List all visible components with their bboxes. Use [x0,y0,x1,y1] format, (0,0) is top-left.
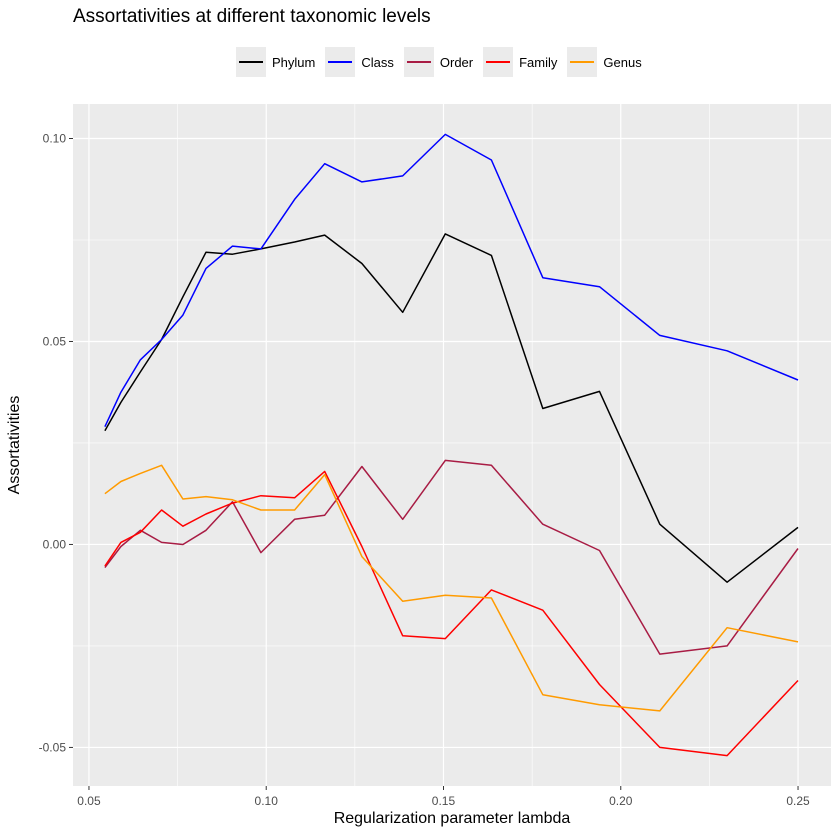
legend-key [483,47,514,77]
y-tick-label: 0.10 [43,132,67,146]
legend-label: Order [439,54,474,70]
legend-swatch [406,61,431,63]
x-tick-label: 0.15 [432,794,456,808]
legend: Phylum Class Order Family Genus [236,47,652,77]
x-tick-label: 0.20 [609,794,633,808]
x-tick-label: 0.10 [255,794,279,808]
legend-item-order: Order [403,47,479,77]
legend-swatch [239,61,263,63]
x-axis-title: Regularization parameter lambda [333,810,571,827]
series-line-order [104,459,799,655]
legend-label: Phylum [272,54,316,70]
legend-key [403,47,434,77]
legend-item-family: Family [483,47,563,77]
legend-item-genus: Genus [567,47,647,77]
chart-title: Assortativities at different taxonomic l… [73,6,431,27]
series-line-family [104,470,799,757]
plot-panel [73,104,831,786]
legend-label: Class [361,54,394,70]
legend-key [236,47,266,77]
legend-swatch [486,61,511,63]
x-tick-label: 0.05 [77,794,101,808]
x-tick-label: 0.25 [786,794,810,808]
legend-item-class: Class [325,47,400,77]
legend-item-phylum: Phylum [236,47,321,77]
legend-swatch [328,61,353,63]
y-tick-label: -0.05 [39,740,67,754]
legend-swatch [570,61,595,63]
legend-key [325,47,356,77]
y-axis-title: Assortativities [6,395,23,495]
legend-label: Genus [603,54,642,70]
series-line-genus [104,464,799,712]
series-line-class [104,133,799,428]
legend-key [567,47,598,77]
legend-label: Family [519,54,558,70]
y-tick-label: 0.05 [43,334,67,348]
y-tick-label: 0.00 [43,537,67,551]
